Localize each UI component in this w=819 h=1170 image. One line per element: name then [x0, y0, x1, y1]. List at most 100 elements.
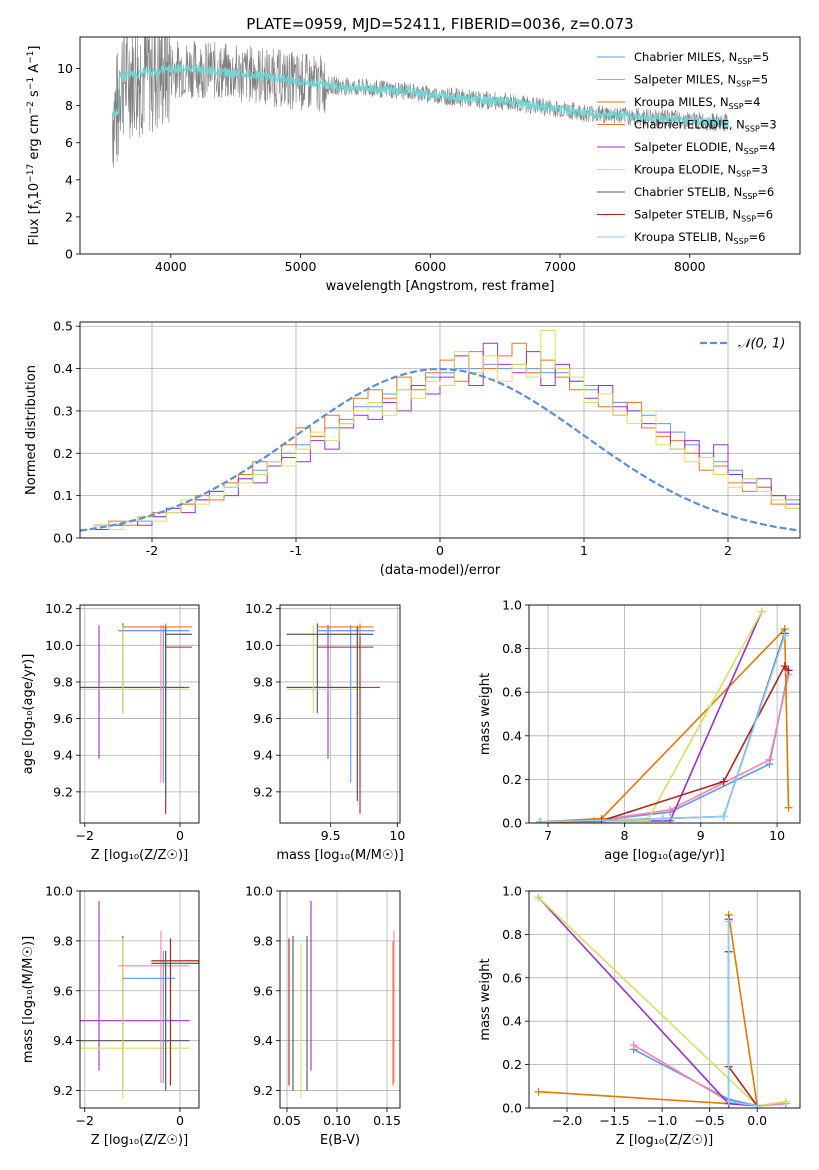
- y-tick-label: 0.3: [53, 403, 73, 418]
- legend-label-sub: SSP: [736, 80, 751, 89]
- series-point: [765, 755, 774, 764]
- series-point: [780, 662, 789, 671]
- x-tick-label: 0: [436, 543, 444, 558]
- x-tick-label: 5000: [285, 259, 317, 274]
- y-tick-label: 9.4: [53, 1033, 73, 1048]
- series-point: [534, 1087, 543, 1096]
- error-bar: [151, 940, 199, 1086]
- y-axis-label: mass [log₁₀(M/M☉)]: [21, 936, 36, 1063]
- gaussian-curve: [80, 367, 800, 532]
- legend-label: Chabrier STELIB, NSSP=6: [634, 185, 774, 201]
- x-tick-label: 0.15: [373, 1113, 401, 1128]
- plot-frame: [79, 36, 801, 255]
- series-point: [534, 893, 543, 902]
- error-bar: [286, 626, 374, 802]
- legend-label-sub: SSP: [744, 147, 759, 156]
- legend-label-count: =5: [751, 73, 768, 87]
- x-axis-label: age [log₁₀(age/yr)]: [604, 848, 725, 863]
- plot-frame: [79, 321, 801, 539]
- x-tick-label: −2.0: [552, 1113, 582, 1128]
- y-tick-label: 9.4: [253, 1033, 273, 1048]
- series-point: [719, 812, 728, 821]
- y-tick-label: 9.6: [253, 983, 273, 998]
- y-tick-label: 9.8: [253, 674, 273, 689]
- y-tick-label: 10.0: [245, 884, 273, 899]
- y-tick-label: 9.2: [53, 1083, 73, 1098]
- series-line: [540, 627, 790, 823]
- error-bar: [118, 930, 190, 1084]
- legend-label-count: =4: [744, 95, 761, 109]
- series-point: [724, 917, 733, 926]
- x-axis-label: Z [log₁₀(Z/Z☉)]: [616, 1133, 713, 1148]
- legend-label-text: Kroupa STELIB, N: [634, 230, 734, 244]
- series-point: [643, 816, 652, 823]
- legend-label: Kroupa MILES, NSSP=4: [634, 95, 760, 111]
- error-bar: [118, 625, 190, 783]
- y-tick-label: 9.8: [253, 933, 273, 948]
- x-tick-label: 0: [176, 1113, 184, 1128]
- error-bar: [317, 625, 375, 783]
- x-tick-label: -2: [146, 543, 158, 558]
- y-tick-label: 9.8: [53, 933, 73, 948]
- x-axis-label: mass [log₁₀(M/M☉)]: [276, 848, 403, 863]
- x-axis-label: (data-model)/error: [380, 563, 501, 578]
- legend-label: Kroupa ELODIE, NSSP=3: [634, 163, 768, 179]
- y-tick-label: 10.0: [45, 638, 73, 653]
- x-axis-label: Z [log₁₀(Z/Z☉)]: [91, 1133, 188, 1148]
- y-axis-label-part: −2: [26, 101, 36, 114]
- error-bar: [286, 623, 362, 714]
- y-tick-label: 10.0: [245, 638, 273, 653]
- y-axis-label-part: −17: [26, 164, 36, 183]
- y-axis-label-part: λ: [34, 199, 44, 205]
- residuals-panel: -2 -1 0 1 2 0.0 0.1 0.2 0.3 0.4 0.5 (data-model)/er…: [24, 319, 801, 578]
- figure-title: PLATE=0959, MJD=52411, FIBERID=0036, z=0…: [246, 15, 633, 33]
- y-tick-label: 9.2: [253, 1083, 273, 1098]
- y-tick-label: 10: [57, 61, 73, 76]
- y-tick-label: 10.2: [245, 601, 273, 616]
- error-bar: [165, 626, 192, 802]
- y-axis-label: mass weight: [478, 958, 493, 1040]
- legend-label: Chabrier ELODIE, NSSP=3: [634, 118, 777, 134]
- y-axis-label: mass weight: [478, 673, 493, 755]
- series-point: [757, 607, 766, 616]
- error-bar: [165, 636, 192, 814]
- y-tick-label: 0.0: [502, 1101, 522, 1116]
- y-tick-label: 8: [65, 98, 73, 113]
- y-tick-label: 0.4: [502, 728, 522, 743]
- legend-label-count: =6: [756, 208, 773, 222]
- y-tick-label: 0.8: [502, 927, 522, 942]
- massweight-vs-age-panel: 7 8 9 10 0.0 0.2 0.4 0.6 0.8 1.0 age [log₁₀(age/yr…: [478, 598, 801, 863]
- x-axis-label: E(B-V): [320, 1133, 360, 1148]
- x-tick-label: 8: [620, 828, 628, 843]
- error-bar: [317, 636, 374, 814]
- legend-label-text: Chabrier STELIB, N: [634, 185, 742, 199]
- y-axis-label-part: A: [27, 64, 42, 77]
- model-spectrum-line: [111, 63, 729, 128]
- y-tick-label: 0.0: [53, 531, 73, 546]
- legend-label-text: Salpeter ELODIE, N: [634, 140, 744, 154]
- y-tick-label: 9.6: [53, 711, 73, 726]
- plot-frame: [279, 604, 401, 824]
- y-tick-label: 6: [65, 135, 73, 150]
- legend-label-sub: SSP: [737, 57, 752, 66]
- legend-label-sub: SSP: [745, 125, 760, 134]
- series-point: [724, 1097, 733, 1106]
- error-bar: [80, 938, 190, 1099]
- y-axis-label: age [log₁₀(age/yr)]: [21, 654, 36, 775]
- mass-vs-EBV-panel: 0.05 0.10 0.15 9.2 9.4 9.6 9.8 10.0 E(B-V): [245, 884, 401, 1149]
- legend-label-sub: SSP: [729, 102, 744, 111]
- x-tick-label: 9.5: [321, 828, 341, 843]
- legend-label: Salpeter STELIB, NSSP=6: [634, 208, 773, 224]
- x-tick-label: 9: [697, 828, 705, 843]
- y-axis-label: Normed distribution: [24, 365, 39, 495]
- series-line: [540, 664, 790, 823]
- x-tick-label: 4000: [155, 259, 187, 274]
- y-tick-label: 4: [65, 172, 73, 187]
- y-tick-label: 0: [65, 247, 73, 262]
- y-tick-label: 10.0: [45, 884, 73, 899]
- series-line: [540, 670, 790, 823]
- legend-label-text: Chabrier ELODIE, N: [634, 118, 745, 132]
- y-tick-label: 0.6: [502, 970, 522, 985]
- y-tick-label: 0.2: [502, 1057, 522, 1072]
- y-tick-label: 1.0: [502, 884, 522, 899]
